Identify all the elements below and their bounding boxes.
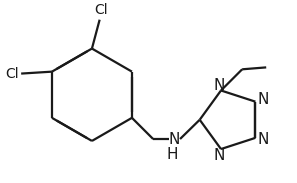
Text: H: H [167,147,178,162]
Text: Cl: Cl [6,67,19,81]
Text: N: N [169,132,180,147]
Text: N: N [257,92,269,107]
Text: Cl: Cl [94,3,108,17]
Text: N: N [213,148,225,163]
Text: N: N [213,78,225,93]
Text: N: N [257,132,269,147]
